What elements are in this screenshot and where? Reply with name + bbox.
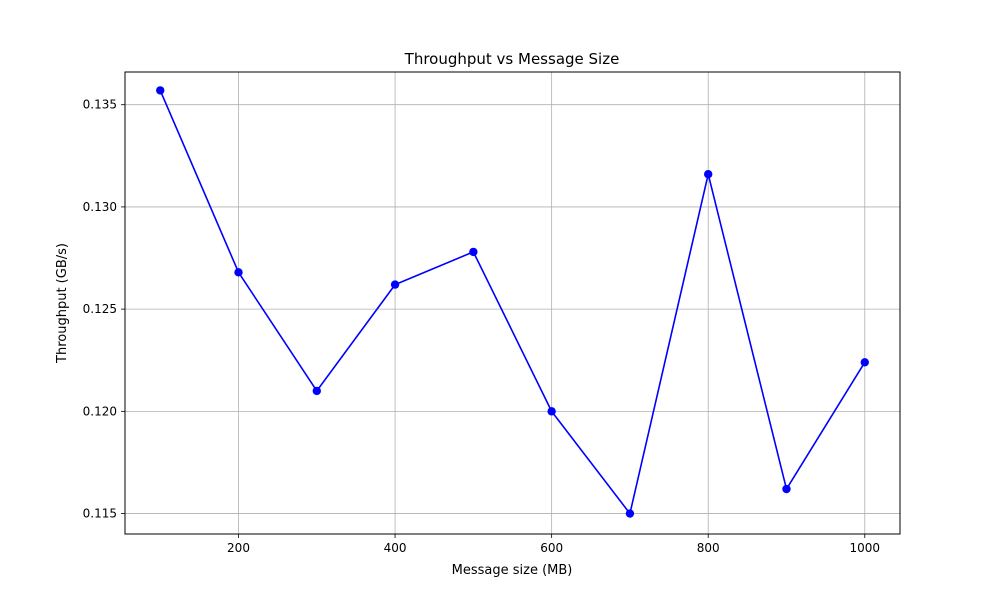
x-tick-label: 400 bbox=[384, 541, 407, 555]
data-point bbox=[469, 247, 478, 257]
x-tick-label: 200 bbox=[227, 541, 250, 555]
y-tick-label: 0.115 bbox=[83, 507, 117, 521]
y-axis-ticks: 0.115 0.120 0.125 0.130 0.135 bbox=[83, 98, 125, 521]
y-tick-label: 0.130 bbox=[83, 200, 117, 214]
chart-title: Throughput vs Message Size bbox=[404, 50, 620, 68]
data-point bbox=[860, 358, 869, 367]
x-tick-label: 800 bbox=[697, 541, 720, 555]
x-axis-label: Message size (MB) bbox=[452, 563, 573, 578]
data-point bbox=[234, 268, 243, 277]
x-tick-label: 600 bbox=[540, 541, 563, 555]
series-group bbox=[156, 86, 869, 518]
y-tick-label: 0.135 bbox=[83, 98, 117, 112]
series-line bbox=[159, 90, 866, 515]
data-point bbox=[782, 484, 791, 494]
y-tick-label: 0.125 bbox=[83, 302, 117, 316]
data-point bbox=[312, 386, 321, 396]
data-point bbox=[547, 407, 556, 416]
y-tick-label: 0.120 bbox=[83, 404, 117, 418]
data-point bbox=[390, 280, 400, 289]
grid bbox=[125, 72, 900, 534]
x-axis-ticks: 200 400 600 800 1000 bbox=[227, 534, 880, 555]
x-tick-label: 1000 bbox=[849, 541, 880, 555]
data-point bbox=[625, 509, 635, 518]
data-point bbox=[704, 170, 713, 179]
plot-frame bbox=[124, 71, 901, 535]
data-point bbox=[156, 86, 165, 95]
y-axis-label: Throughput (GB/s) bbox=[55, 243, 70, 364]
